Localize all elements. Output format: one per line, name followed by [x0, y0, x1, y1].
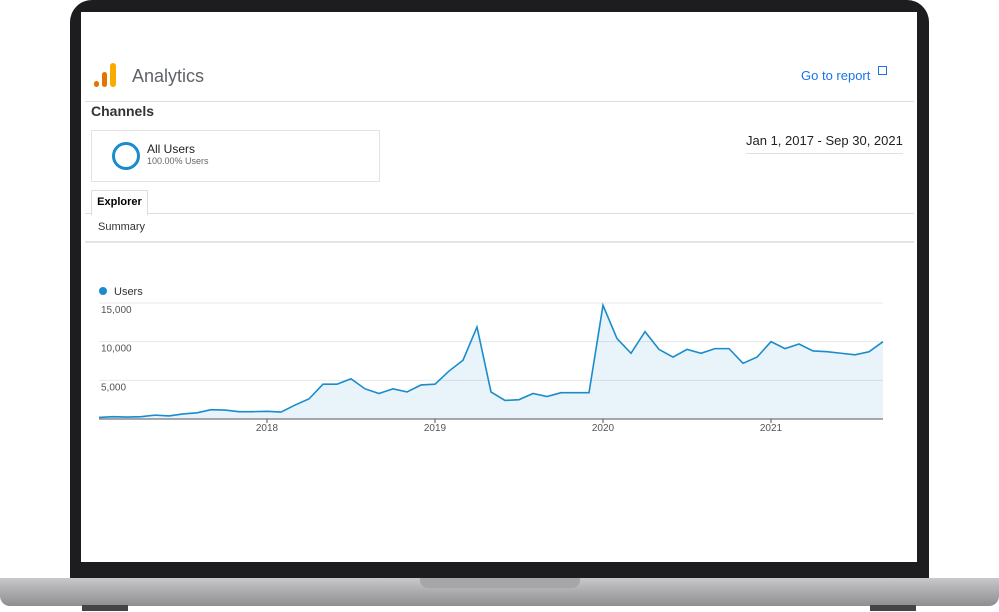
screen — [81, 12, 917, 562]
divider — [85, 241, 914, 243]
x-tick-label: 2018 — [256, 423, 279, 434]
x-tick-label: 2021 — [760, 423, 783, 434]
x-tick-label: 2019 — [424, 423, 447, 434]
segment-name: All Users — [147, 142, 196, 156]
legend-label: Users — [114, 286, 143, 298]
line — [98, 302, 884, 419]
segment-card — [91, 130, 380, 182]
x-tick-label: 2020 — [592, 423, 615, 434]
legend-marker — [99, 287, 107, 295]
analytics-logo — [94, 63, 116, 87]
subtab: Summary — [98, 221, 146, 233]
base-notch — [420, 578, 580, 588]
y-tick-label: 5,000 — [101, 382, 126, 393]
foot — [870, 605, 916, 611]
segment-share: 100.00% Users — [147, 156, 209, 166]
y-tick-label: 10,000 — [101, 344, 132, 355]
y-tick-label: 15,000 — [101, 305, 132, 316]
section-title: Channels — [91, 103, 155, 119]
external-icon — [878, 66, 887, 75]
divider — [85, 101, 914, 102]
segment-icon — [112, 142, 140, 170]
go-to-report-link[interactable]: Go to report — [801, 68, 871, 83]
date-range: Jan 1, 2017 - Sep 30, 2021 — [746, 133, 903, 154]
app-title: Analytics — [132, 66, 205, 86]
foot — [82, 605, 128, 611]
tab[interactable]: Explorer — [91, 190, 148, 216]
area — [99, 305, 883, 419]
divider — [85, 213, 914, 214]
